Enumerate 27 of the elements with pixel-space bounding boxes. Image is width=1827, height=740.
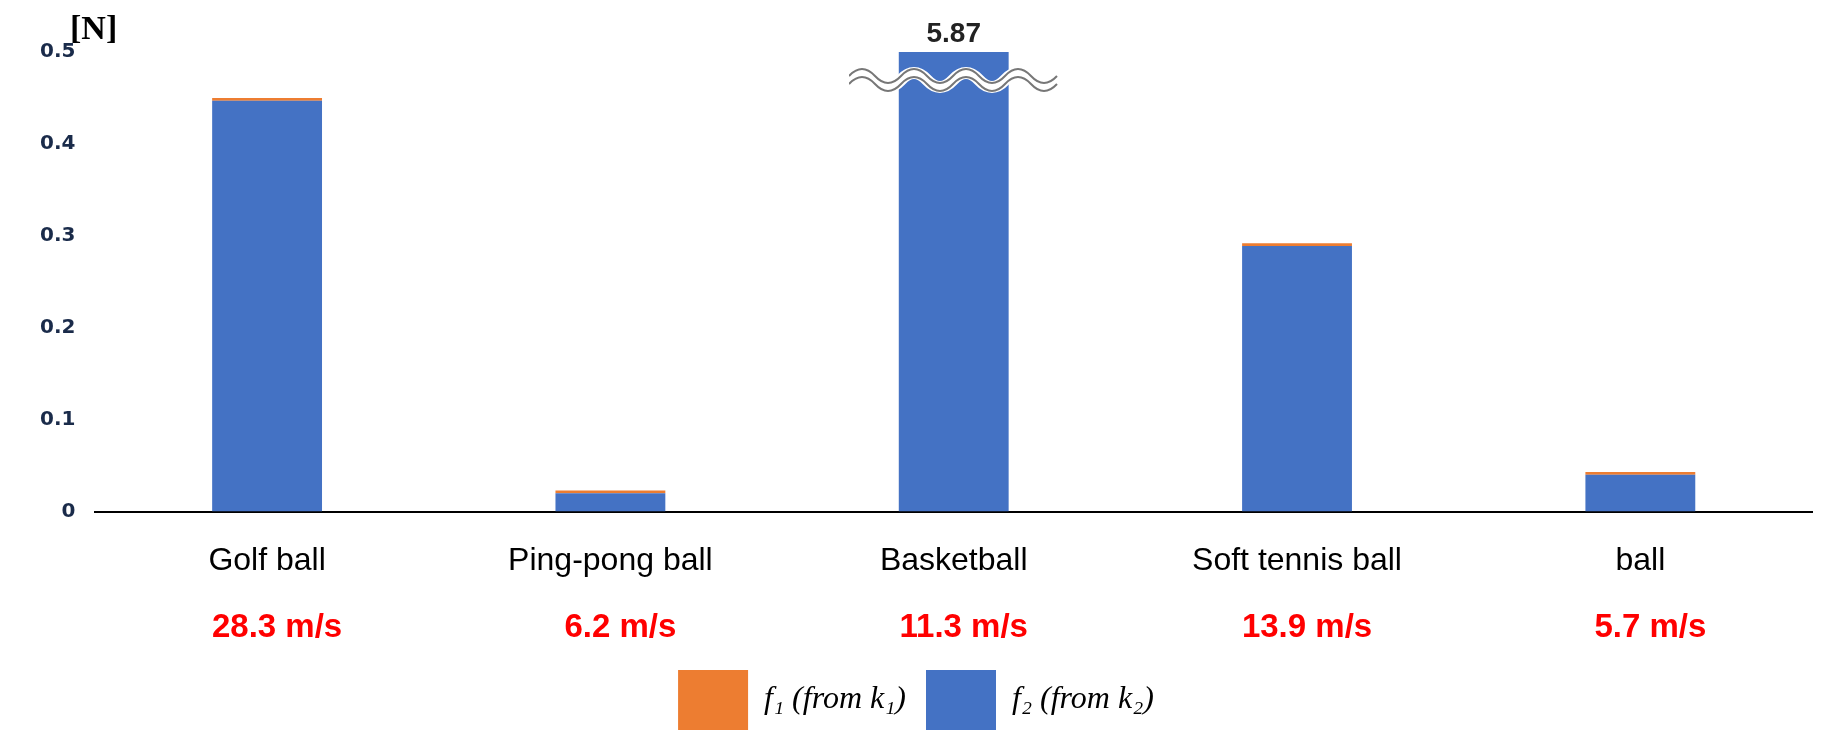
bar bbox=[1585, 472, 1696, 475]
text: 28.3 m/s bbox=[211, 607, 343, 645]
bar bbox=[898, 52, 1009, 512]
bar bbox=[212, 97, 323, 101]
x-tick-label: Basketball bbox=[879, 540, 1028, 577]
bar bbox=[212, 100, 323, 512]
y-tick-label: 0.1 bbox=[39, 405, 76, 430]
y-tick-label: 0.4 bbox=[39, 130, 76, 155]
x-tick-label: Golf ball bbox=[208, 540, 326, 577]
bar bbox=[1242, 245, 1352, 512]
y-tick-label: 0 bbox=[61, 497, 76, 522]
x-tick-label: Ping-pong ball bbox=[508, 540, 713, 577]
bar bbox=[555, 490, 666, 494]
text: 6.2 m/s bbox=[564, 607, 677, 645]
x-tick-label: ball bbox=[1615, 540, 1666, 577]
bar bbox=[1585, 474, 1696, 512]
y-tick-label: 0.2 bbox=[39, 313, 76, 338]
text: 11.3 m/s bbox=[899, 607, 1028, 645]
legend-label: f₁ (from k₁) bbox=[764, 679, 906, 716]
text: 13.9 m/s bbox=[1241, 607, 1373, 645]
x-tick-label: Soft tennis ball bbox=[1192, 540, 1402, 577]
y-tick-label: 0.3 bbox=[39, 222, 76, 247]
text: 5.7 m/s bbox=[1594, 607, 1707, 645]
annotation: 5.87 bbox=[926, 16, 981, 48]
bar bbox=[555, 493, 666, 512]
legend-label: f₂ (from k₂) bbox=[1012, 679, 1154, 716]
bar bbox=[1242, 243, 1352, 246]
